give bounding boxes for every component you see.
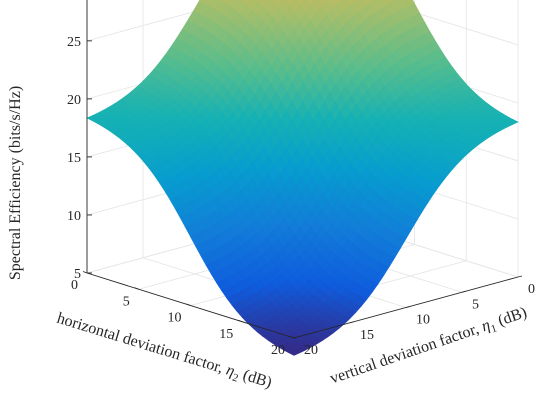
surface-patch (288, 349, 301, 356)
surface-mesh (86, 0, 519, 356)
z-axis-label: Spectral Efficiency (bits/s/Hz) (7, 86, 24, 280)
y-axis-label-subscript: 1 (489, 322, 498, 335)
x-tick-label: 5 (123, 294, 130, 309)
tick-labels: 510152025300510152005101520 (67, 35, 535, 358)
y-tick-label: 15 (360, 328, 374, 343)
x-tick-label: 20 (271, 343, 285, 358)
x-tick-mark (82, 271, 88, 274)
y-tick-mark (517, 275, 523, 278)
z-tick-label: 15 (67, 151, 81, 166)
z-tick-label: 10 (67, 209, 81, 224)
z-tick-label: 5 (74, 267, 81, 282)
y-axis-label-main: vertical deviation factor, (328, 319, 485, 387)
y-tick-label: 20 (304, 343, 318, 358)
x-tick-mark (186, 303, 191, 306)
x-tick-mark (238, 319, 243, 323)
z-tick-label: 20 (67, 93, 81, 108)
y-tick-mark (405, 306, 411, 308)
y-tick-label: 10 (416, 313, 430, 328)
x-tick-label: 15 (219, 327, 233, 342)
y-tick-label: 5 (472, 297, 479, 312)
y-tick-mark (349, 321, 355, 324)
y-tick-mark (293, 336, 299, 339)
y-tick-label: 0 (528, 282, 535, 297)
axes (82, 0, 523, 339)
x-tick-label: 0 (71, 278, 78, 293)
z-tick-label: 25 (67, 35, 81, 50)
y-axis-label-unit: (dB) (492, 304, 529, 331)
x-tick-mark (134, 287, 139, 290)
y-tick-mark (461, 290, 467, 293)
x-axis-label: horizontal deviation factor, η2 (dB) (54, 310, 274, 395)
x-axis-label-subscript: 2 (231, 372, 240, 385)
x-axis-label-unit: (dB) (237, 366, 274, 392)
x-tick-mark (289, 336, 295, 339)
x-axis-label-main: horizontal deviation factor, (55, 310, 229, 378)
x-tick-label: 10 (168, 311, 182, 326)
